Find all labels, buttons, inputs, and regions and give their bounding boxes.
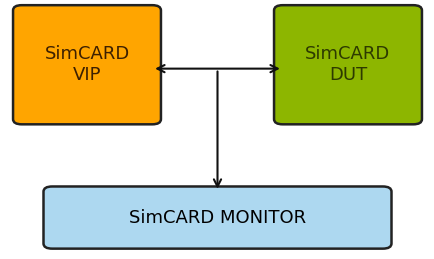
FancyBboxPatch shape [273, 5, 421, 124]
Text: SimCARD
DUT: SimCARD DUT [305, 45, 390, 84]
Text: SimCARD
VIP: SimCARD VIP [44, 45, 129, 84]
FancyBboxPatch shape [43, 186, 391, 249]
Text: SimCARD MONITOR: SimCARD MONITOR [128, 208, 306, 227]
FancyBboxPatch shape [13, 5, 161, 124]
